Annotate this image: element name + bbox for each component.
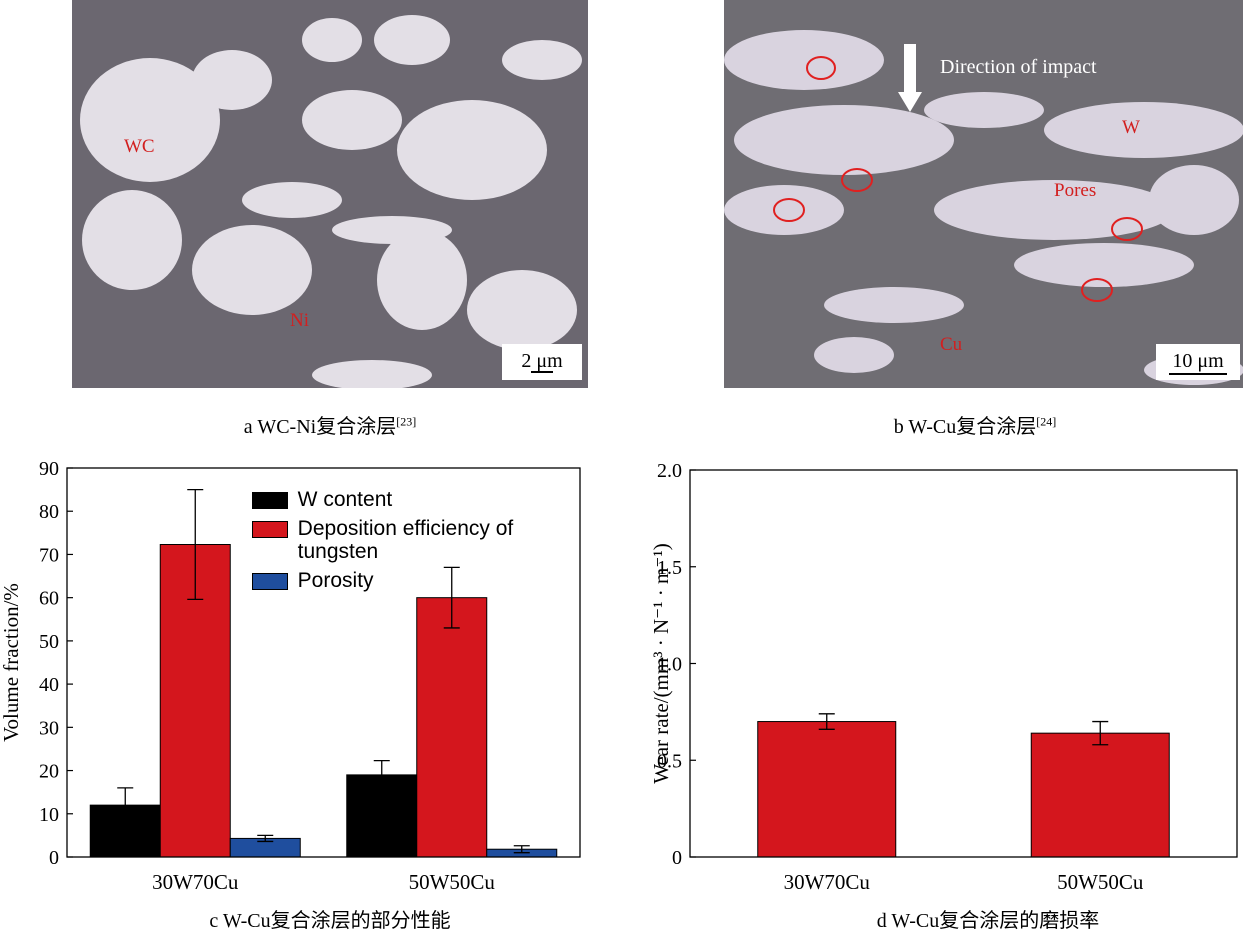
scale-label: 10 μm: [1172, 350, 1224, 372]
y-tick-label: 1.5: [657, 557, 682, 579]
charts: 0 10 20 30 40 50 60 70 80 90 30W70Cu 50W50Cu Volume …: [0, 458, 1238, 932]
y-tick-label: 50: [39, 631, 59, 653]
y-tick-label: 0: [49, 847, 59, 869]
pore-markers: [773, 56, 1143, 302]
y-tick-label: 10: [39, 804, 59, 826]
legend-label: Porosity: [297, 569, 374, 592]
legend-label: Deposition efficiency of tungsten: [297, 517, 514, 563]
plot-frame: [689, 469, 1238, 858]
bar: [416, 597, 488, 858]
caption: a WC-Ni复合涂层[23]: [244, 410, 416, 439]
x-tick-label: 50W50Cu: [1057, 870, 1144, 894]
y-tick-label: 20: [39, 761, 59, 783]
scale-box: [502, 344, 582, 380]
legend-swatch: [251, 573, 288, 590]
arrow-head: [898, 92, 922, 112]
legend-item: Deposition efficiency of tungsten: [251, 517, 558, 563]
y-tick-label: 80: [39, 501, 59, 523]
caption-text: a WC-Ni复合涂层: [243, 416, 397, 438]
x-tick-label: 50W50Cu: [409, 870, 496, 894]
y-tick-label: 60: [39, 588, 59, 610]
bar: [1030, 732, 1170, 858]
y-axis-label: Volume fraction/%: [0, 583, 23, 742]
phase-label: Cu: [940, 334, 963, 355]
y-tick-label: 90: [39, 458, 59, 480]
caption-text: b W-Cu复合涂层: [893, 416, 1037, 438]
grains: [724, 30, 1243, 385]
legend-swatch: [251, 492, 288, 509]
phase-label: Pores: [1054, 180, 1096, 201]
caption: d W-Cu复合涂层的磨损率: [877, 909, 1099, 932]
micrograph-b: Direction of impact W Pores Cu 10 μm: [724, 0, 1243, 388]
y-tick-label: 2.0: [657, 460, 682, 482]
caption: c W-Cu复合涂层的部分性能: [209, 909, 450, 932]
y-tick-label: 1.0: [657, 654, 682, 676]
legend-label: W content: [297, 488, 393, 511]
y-tick-label: 30: [39, 717, 59, 739]
y-tick-label: 0.5: [657, 750, 682, 772]
arrow-shaft: [904, 44, 916, 94]
legend-item: Porosity: [251, 569, 558, 592]
bar: [757, 721, 897, 858]
y-tick-label: 70: [39, 544, 59, 566]
y-tick-label: 0: [672, 847, 682, 869]
caption: b W-Cu复合涂层[24]: [894, 410, 1056, 439]
legend-swatch: [251, 521, 288, 538]
x-tick-label: 30W70Cu: [784, 870, 871, 894]
phase-label: WC: [124, 136, 155, 157]
x-tick-label: 30W70Cu: [152, 870, 239, 894]
phase-label: W: [1122, 117, 1140, 138]
legend: W content Deposition efficiency of tungst…: [251, 488, 558, 598]
reference: [23]: [396, 414, 417, 429]
micrograph-a: WC Ni 2 μm: [72, 0, 588, 388]
grains: [80, 15, 582, 388]
scale-label: 2 μm: [521, 350, 563, 372]
plot-frame: [66, 467, 581, 858]
y-axis-label: Wear rate/(mm³ · N⁻¹ · m⁻¹): [649, 543, 673, 784]
arrow-label: Direction of impact: [940, 56, 1097, 78]
y-tick-label: 40: [39, 674, 59, 696]
phase-label: Ni: [290, 310, 309, 331]
legend-item: W content: [251, 488, 558, 511]
reference: [24]: [1036, 414, 1057, 429]
